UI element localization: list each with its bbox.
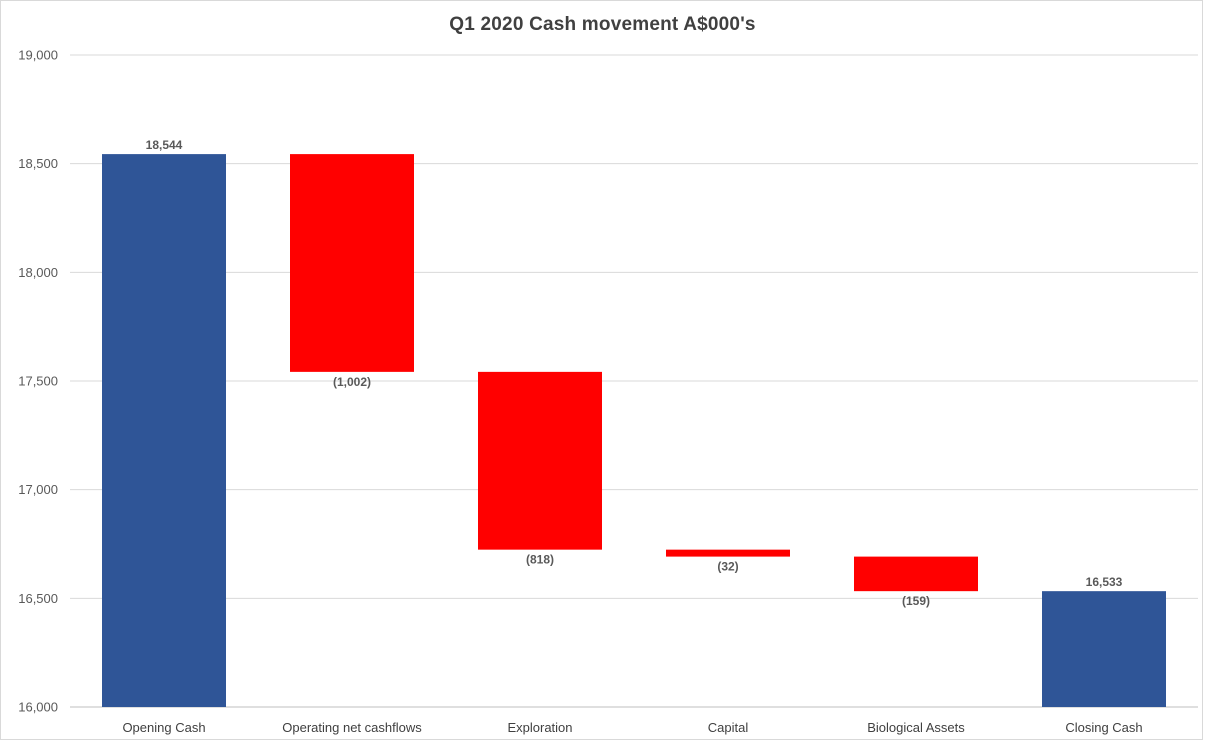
y-tick-label: 18,000 bbox=[18, 265, 58, 280]
y-tick-label: 18,500 bbox=[18, 156, 58, 171]
x-category-label: Exploration bbox=[507, 720, 572, 735]
data-label: 18,544 bbox=[146, 138, 183, 152]
decrease-bar bbox=[478, 371, 602, 550]
data-label: (159) bbox=[902, 594, 930, 608]
y-tick-label: 16,000 bbox=[18, 700, 58, 715]
data-label: 16,533 bbox=[1086, 575, 1123, 589]
total-bar bbox=[1042, 591, 1166, 707]
y-tick-label: 19,000 bbox=[18, 48, 58, 63]
total-bar bbox=[102, 154, 226, 707]
bars bbox=[102, 154, 1166, 707]
y-tick-label: 17,500 bbox=[18, 374, 58, 389]
x-category-label: Opening Cash bbox=[122, 720, 205, 735]
y-tick-label: 17,000 bbox=[18, 482, 58, 497]
data-labels: 18,544 (1,002) (818) (32) (159) 16,533 bbox=[146, 138, 1123, 608]
x-category-label: Operating net cashflows bbox=[282, 720, 422, 735]
decrease-bar bbox=[854, 556, 978, 592]
x-category-label: Closing Cash bbox=[1065, 720, 1142, 735]
chart-title: Q1 2020 Cash movement A$000's bbox=[449, 14, 756, 35]
x-axis-categories: Opening Cash Operating net cashflows Explo… bbox=[122, 720, 1142, 735]
data-label: (32) bbox=[717, 560, 738, 574]
data-label: (818) bbox=[526, 553, 554, 567]
decrease-bar bbox=[666, 549, 790, 557]
decrease-bar bbox=[290, 154, 414, 372]
gridlines bbox=[70, 54, 1198, 708]
data-label: (1,002) bbox=[333, 375, 371, 389]
y-axis-ticks: 16,000 16,500 17,000 17,500 18,000 18,500 19,0… bbox=[18, 48, 58, 715]
x-category-label: Capital bbox=[708, 720, 749, 735]
x-category-label: Biological Assets bbox=[867, 720, 965, 735]
y-tick-label: 16,500 bbox=[18, 591, 58, 606]
